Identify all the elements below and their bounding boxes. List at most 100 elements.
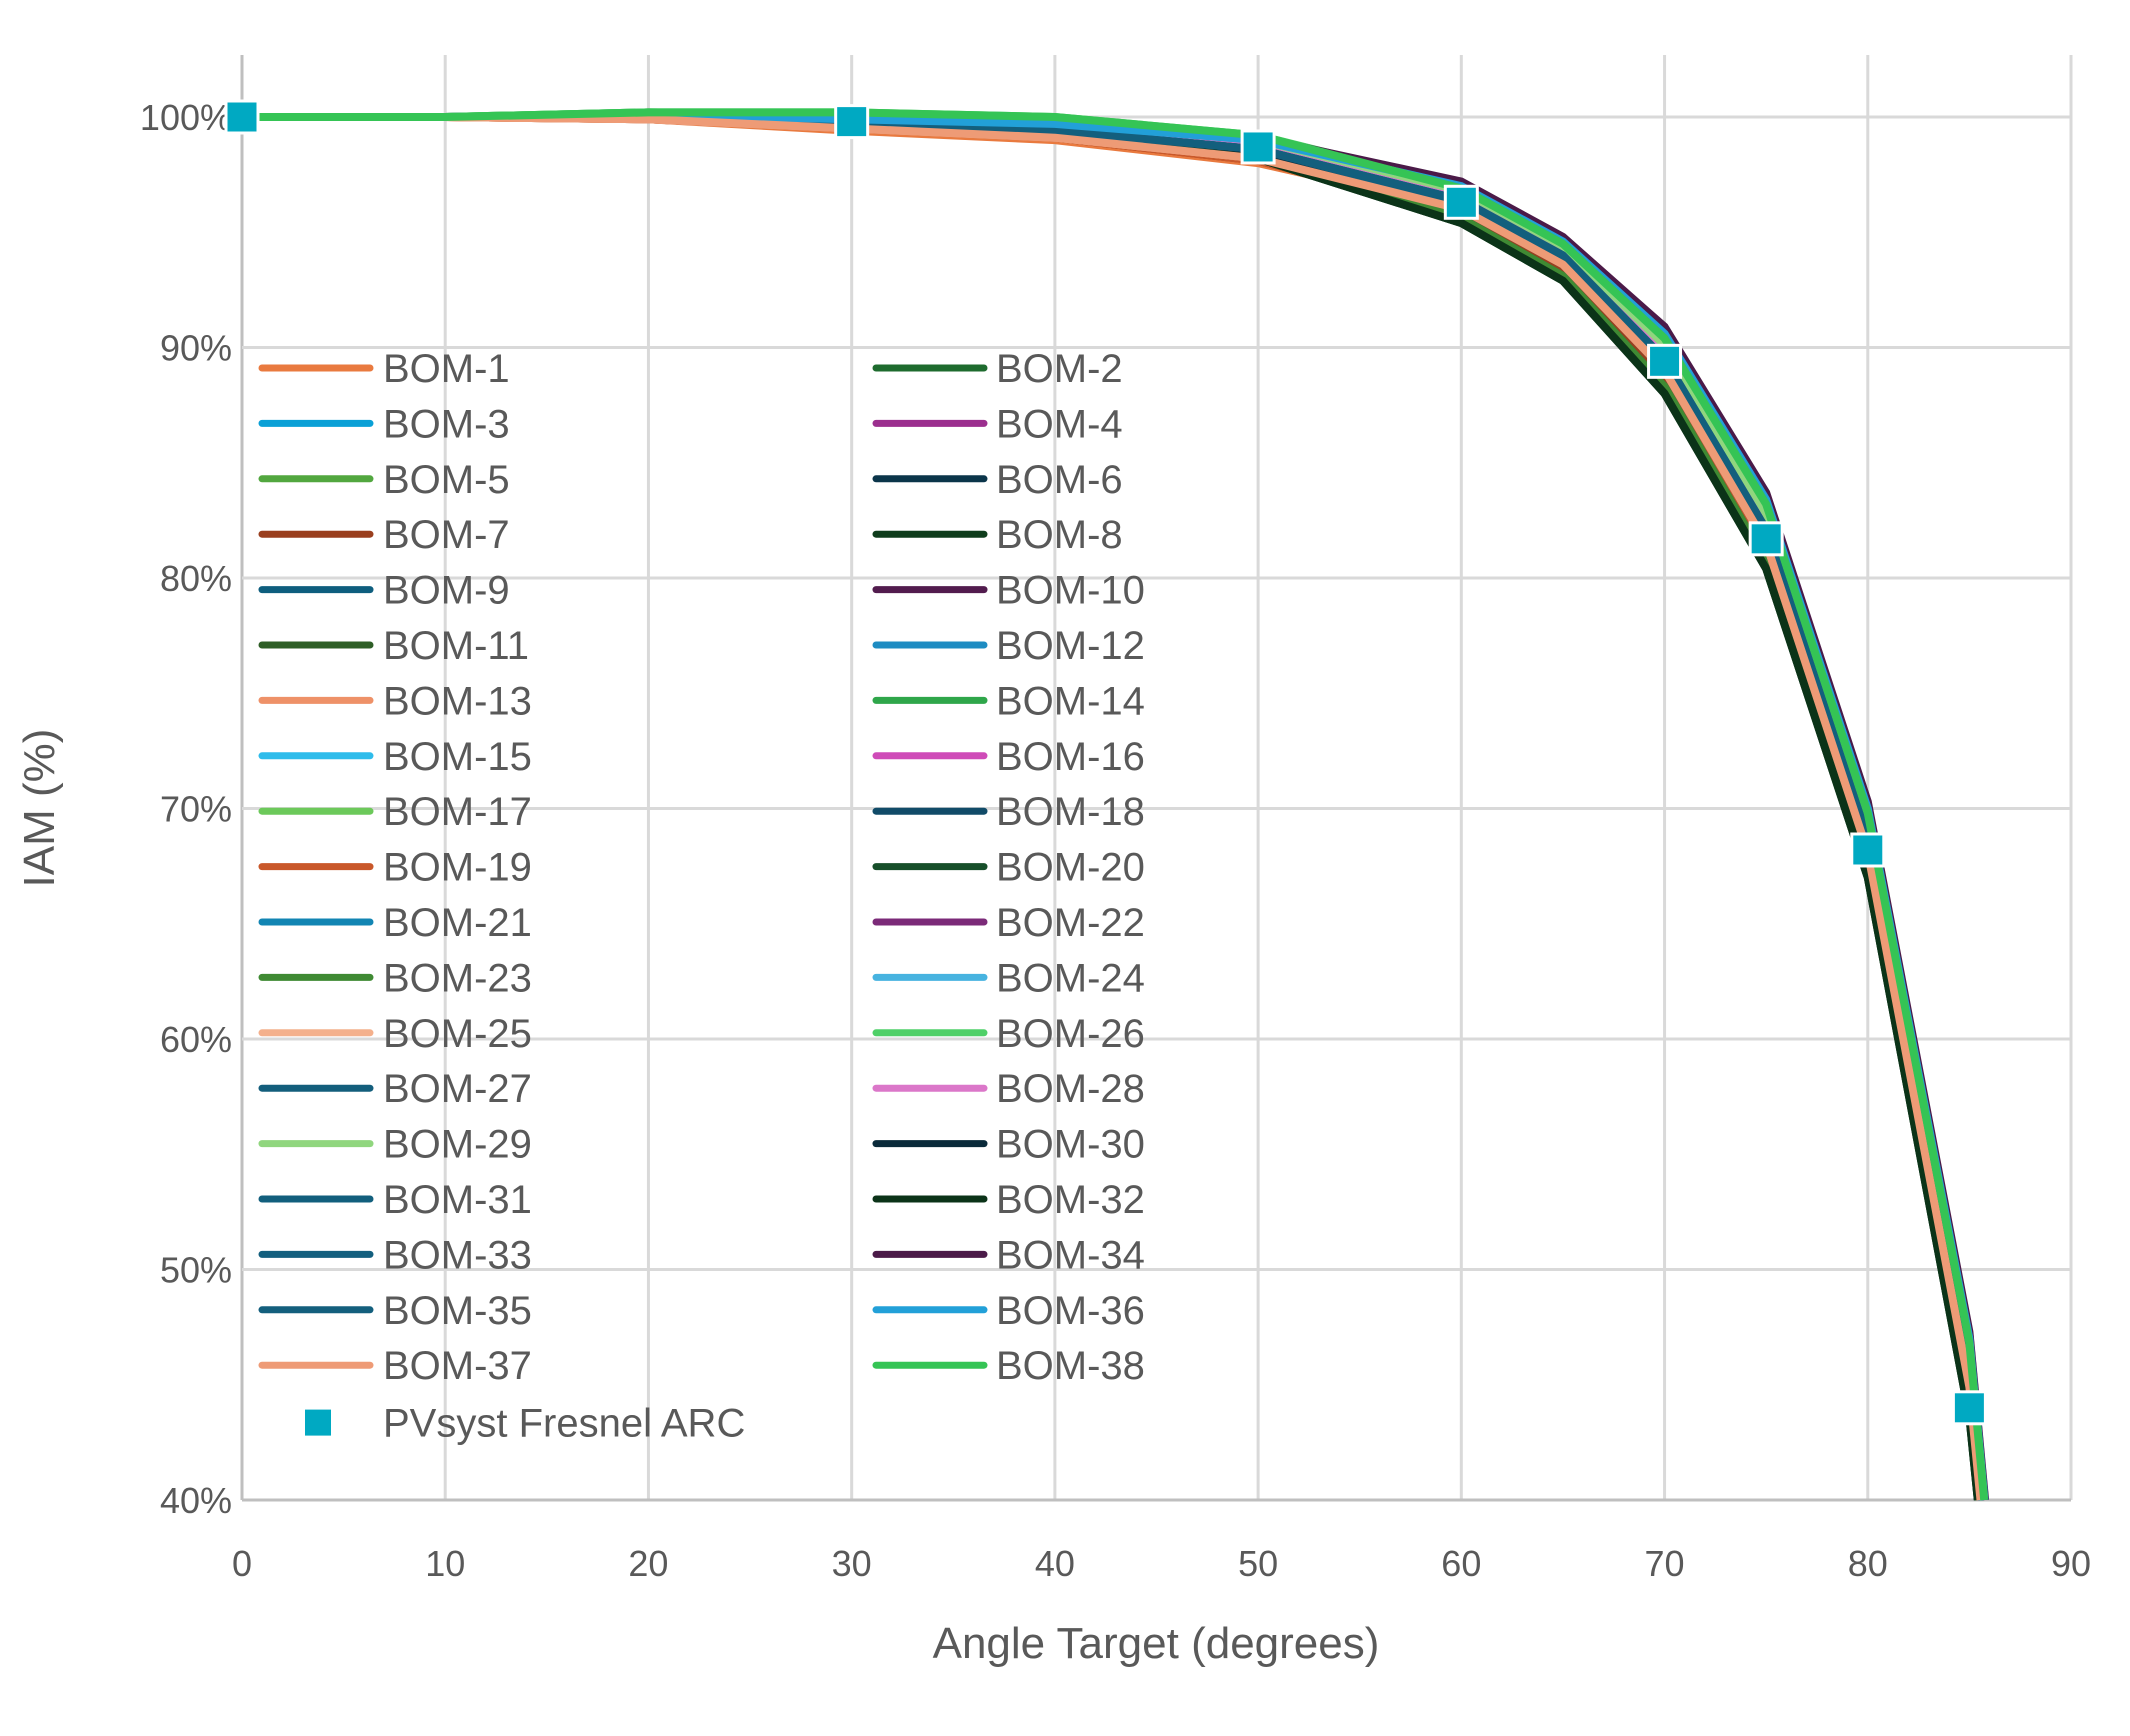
legend-label: BOM-8 [996,513,1123,557]
legend-label: BOM-15 [383,735,532,779]
legend: BOM-1 BOM-2 BOM-3 BOM-4 BOM-5 BOM-6 BOM-7 BOM-8… [258,347,1145,1446]
x-tick-label: 0 [232,1543,252,1584]
x-tick-label: 10 [425,1543,465,1584]
legend-label: BOM-24 [996,956,1145,1000]
legend-label: BOM-27 [383,1067,532,1111]
legend-label: BOM-1 [383,347,510,391]
legend-label: BOM-22 [996,901,1145,945]
legend-item: BOM-20 [872,846,1145,890]
legend-item: BOM-22 [872,901,1145,945]
legend-item: BOM-18 [872,790,1145,834]
legend-item: BOM-19 [258,846,532,890]
legend-label: BOM-9 [383,569,510,613]
legend-item: BOM-35 [258,1289,532,1333]
x-tick-label: 80 [1848,1543,1888,1584]
legend-item: BOM-7 [258,513,510,557]
legend-item: BOM-5 [258,458,510,502]
legend-item: BOM-32 [872,1178,1145,1222]
x-axis-title: Angle Target (degrees) [933,1619,1380,1668]
legend-label: BOM-38 [996,1344,1145,1388]
legend-label: BOM-4 [996,402,1123,446]
legend-label: BOM-20 [996,846,1145,890]
legend-label: BOM-14 [996,679,1145,723]
legend-label: BOM-18 [996,790,1145,834]
pvsyst-marker [1443,184,1479,220]
legend-item: BOM-14 [872,679,1145,723]
legend-label: BOM-34 [996,1233,1145,1277]
legend-item: BOM-25 [258,1012,532,1056]
legend-item: BOM-3 [258,402,510,446]
legend-label: BOM-35 [383,1289,532,1333]
legend-item: BOM-15 [258,735,532,779]
y-tick-label: 40% [160,1480,232,1521]
legend-item: BOM-10 [872,569,1145,613]
legend-label: BOM-23 [383,956,532,1000]
y-tick-label: 50% [160,1250,232,1291]
legend-item: BOM-27 [258,1067,532,1111]
legend-item: BOM-37 [258,1344,532,1388]
legend-item: BOM-2 [872,347,1123,391]
legend-item: BOM-29 [258,1123,532,1167]
legend-label: BOM-3 [383,402,510,446]
legend-label: BOM-32 [996,1178,1145,1222]
legend-item: BOM-34 [872,1233,1145,1277]
y-tick-labels: 40% 50% 60% 70% 80% 90% 100% [140,97,232,1521]
pvsyst-marker [1647,343,1683,379]
x-tick-label: 60 [1441,1543,1481,1584]
legend-item: BOM-24 [872,956,1145,1000]
x-tick-label: 40 [1035,1543,1075,1584]
legend-label: BOM-25 [383,1012,532,1056]
legend-item: BOM-17 [258,790,532,834]
legend-label: BOM-17 [383,790,532,834]
legend-item: BOM-26 [872,1012,1145,1056]
legend-label: BOM-19 [383,846,532,890]
pvsyst-marker [224,99,260,135]
legend-item-pvsyst: PVsyst Fresnel ARC [305,1402,745,1446]
legend-label: BOM-6 [996,458,1123,502]
legend-item: BOM-36 [872,1289,1145,1333]
legend-label: BOM-16 [996,735,1145,779]
legend-label: BOM-26 [996,1012,1145,1056]
pvsyst-marker [1748,521,1784,557]
legend-label: BOM-30 [996,1123,1145,1167]
legend-item: BOM-9 [258,569,510,613]
legend-item: BOM-11 [258,624,529,668]
y-tick-label: 80% [160,558,232,599]
legend-label: BOM-11 [383,624,529,668]
legend-label: BOM-2 [996,347,1123,391]
legend-label: BOM-36 [996,1289,1145,1333]
legend-item: BOM-12 [872,624,1145,668]
legend-item: BOM-13 [258,679,532,723]
pvsyst-marker [1850,832,1886,868]
legend-item: BOM-33 [258,1233,532,1277]
legend-label: BOM-31 [383,1178,532,1222]
legend-label: BOM-13 [383,679,532,723]
legend-item: BOM-30 [872,1123,1145,1167]
legend-label: BOM-29 [383,1123,532,1167]
x-tick-label: 50 [1238,1543,1278,1584]
legend-item: BOM-23 [258,956,532,1000]
legend-item: BOM-38 [872,1344,1145,1388]
y-tick-label: 90% [160,328,232,369]
x-tick-label: 20 [628,1543,668,1584]
legend-label: BOM-37 [383,1344,532,1388]
legend-label: PVsyst Fresnel ARC [383,1402,745,1446]
legend-item: BOM-28 [872,1067,1145,1111]
legend-item: BOM-31 [258,1178,532,1222]
x-tick-labels: 0 10 20 30 40 50 60 70 80 90 [232,1543,2091,1584]
legend-item: BOM-1 [258,347,510,391]
legend-marker-swatch [305,1409,331,1436]
legend-item: BOM-16 [872,735,1145,779]
legend-label: BOM-33 [383,1233,532,1277]
pvsyst-marker [834,104,870,140]
legend-item: BOM-8 [872,513,1123,557]
pvsyst-markers [224,99,1987,1426]
y-tick-label: 60% [160,1019,232,1060]
legend-label: BOM-21 [383,901,532,945]
y-axis-title: IAM (%) [15,729,64,888]
x-tick-label: 90 [2051,1543,2091,1584]
legend-item: BOM-4 [872,402,1123,446]
legend-item: BOM-21 [258,901,532,945]
legend-label: BOM-5 [383,458,510,502]
